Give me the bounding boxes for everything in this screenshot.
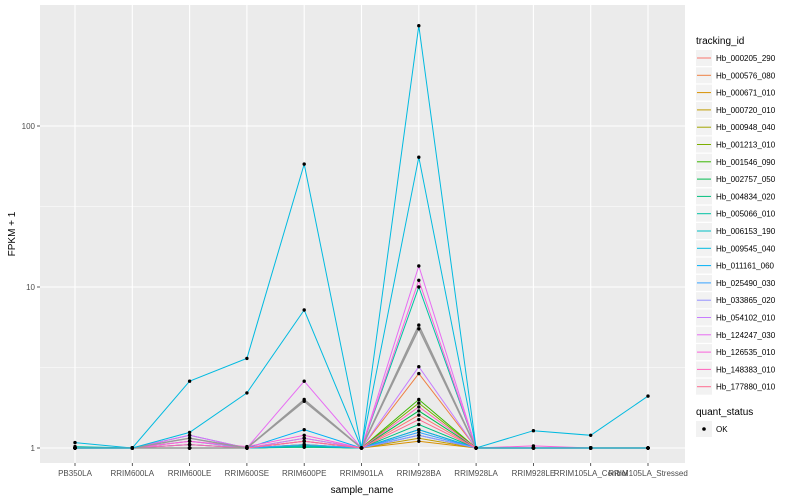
x-axis-title: sample_name <box>331 485 394 496</box>
y-tick-label: 100 <box>22 122 36 131</box>
legend-label: Hb_000205_290 <box>716 54 776 63</box>
data-point <box>245 391 249 395</box>
data-point <box>417 371 421 376</box>
legend-label: Hb_004834_020 <box>716 192 776 201</box>
y-tick-label: 1 <box>31 444 36 453</box>
data-point <box>187 446 192 450</box>
data-point <box>417 430 421 435</box>
data-point <box>187 442 192 447</box>
x-tick-label: RRIM928BA <box>397 469 442 478</box>
data-point <box>302 379 306 383</box>
data-point <box>417 24 421 28</box>
legend-label: Hb_001213_010 <box>716 141 776 150</box>
data-point <box>646 394 650 398</box>
x-tick-label: RRIM600SE <box>225 469 269 478</box>
legend-ok-point <box>702 427 706 431</box>
data-point <box>187 436 192 440</box>
data-point <box>302 162 306 166</box>
data-point <box>589 433 593 437</box>
legend-label: Hb_001546_090 <box>716 158 776 167</box>
legend-label: Hb_000720_010 <box>716 106 776 115</box>
data-point <box>130 446 134 450</box>
legend-label: Hb_000671_010 <box>716 89 776 98</box>
data-point <box>417 428 421 432</box>
x-tick-label: RRIM105LA_Control <box>554 469 628 478</box>
legend-label: Hb_054102_010 <box>716 314 776 323</box>
data-point <box>302 433 306 437</box>
x-tick-label: RRIM600LE <box>168 469 212 478</box>
data-point <box>417 409 421 413</box>
data-point <box>417 417 421 422</box>
data-point <box>417 365 421 369</box>
data-point <box>417 439 421 443</box>
data-point <box>417 405 421 409</box>
data-point <box>417 433 421 437</box>
y-tick-label: 10 <box>26 283 35 292</box>
legend-label: Hb_177880_010 <box>716 383 776 392</box>
legend-title-tracking-id: tracking_id <box>696 36 744 47</box>
data-point <box>417 401 421 405</box>
data-point <box>359 446 364 450</box>
x-axis-ticks: PB350LA RRIM600LA RRIM600LE RRIM600SE RRIM60… <box>58 463 688 478</box>
x-tick-label: RRIM105LA_Stressed <box>608 469 688 478</box>
data-point <box>531 429 536 433</box>
data-points <box>73 24 650 450</box>
data-point <box>245 446 249 450</box>
legend-label: Hb_002757_050 <box>716 175 776 184</box>
data-point <box>187 430 192 435</box>
x-tick-label: RRIM928LE <box>512 469 556 478</box>
legend-label: Hb_025490_030 <box>716 279 776 288</box>
y-axis-title: FPKM + 1 <box>7 211 18 256</box>
legend: tracking_id Hb_000205_290 Hb_000576_080 Hb… <box>696 36 776 437</box>
y-axis-ticks: 1 10 100 <box>22 122 40 453</box>
x-tick-label: PB350LA <box>58 469 92 478</box>
x-tick-label: RRIM901LA <box>340 469 384 478</box>
data-point <box>417 155 421 159</box>
data-point <box>187 379 192 383</box>
data-point <box>417 264 421 268</box>
x-tick-label: RRIM600LA <box>111 469 155 478</box>
legend-label: Hb_011161_060 <box>716 262 775 271</box>
legend-label: Hb_006153_190 <box>716 227 776 236</box>
x-tick-label: RRIM600PE <box>282 469 326 478</box>
data-point <box>245 356 249 361</box>
legend-title-quant-status: quant_status <box>696 407 753 418</box>
x-tick-label: RRIM928LA <box>454 469 498 478</box>
data-point <box>417 278 421 282</box>
data-point <box>646 446 650 450</box>
legend-label: Hb_009545_040 <box>716 244 776 253</box>
data-point <box>302 399 306 403</box>
legend-label: Hb_000576_080 <box>716 71 776 80</box>
data-point <box>187 439 192 443</box>
data-point <box>531 446 536 450</box>
data-point <box>474 446 478 450</box>
legend-label-ok: OK <box>716 425 728 434</box>
data-point <box>73 440 77 445</box>
legend-label: Hb_148383_010 <box>716 365 776 374</box>
legend-label: Hb_005066_010 <box>716 210 776 219</box>
data-point <box>302 439 306 443</box>
data-point <box>302 308 306 312</box>
data-point <box>589 446 593 450</box>
data-point <box>73 446 77 450</box>
data-point <box>417 422 421 427</box>
legend-label: Hb_126535_010 <box>716 348 776 357</box>
panel-background <box>40 5 685 463</box>
legend-label: Hb_033865_020 <box>716 296 776 305</box>
data-point <box>417 327 421 331</box>
data-point <box>417 436 421 440</box>
data-point <box>302 442 306 447</box>
data-point <box>187 433 192 437</box>
data-point <box>302 428 306 432</box>
legend-label: Hb_000948_040 <box>716 123 776 132</box>
legend-label: Hb_124247_030 <box>716 331 776 340</box>
data-point <box>302 436 306 440</box>
data-point <box>417 413 421 417</box>
data-point <box>417 397 421 402</box>
data-point <box>417 285 421 289</box>
data-point <box>417 323 421 327</box>
